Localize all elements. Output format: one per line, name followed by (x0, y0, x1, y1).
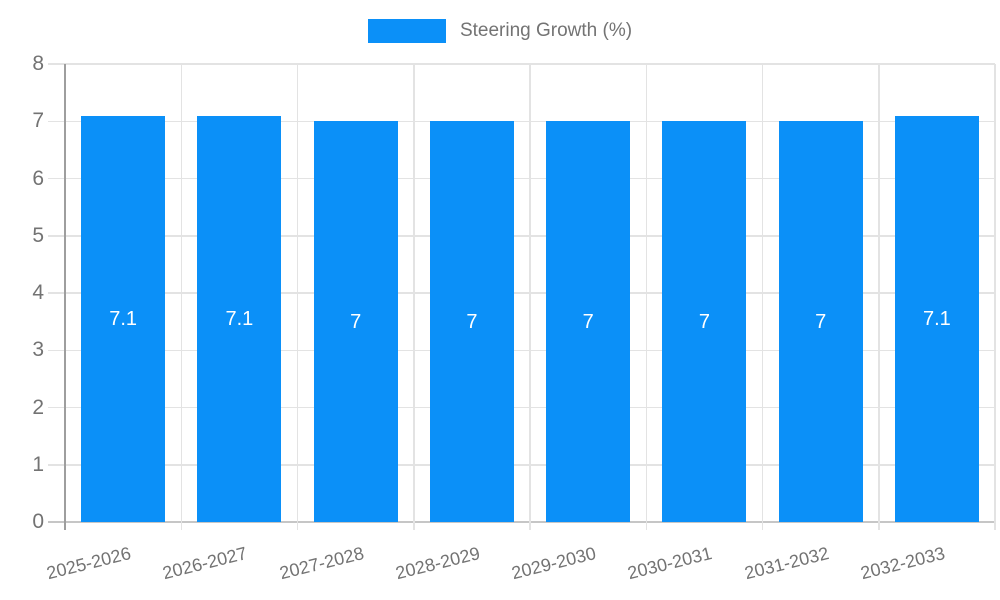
y-axis-label: 2 (32, 395, 44, 419)
x-gridline (994, 64, 996, 530)
y-gridline (48, 521, 995, 523)
bar-value-label: 7 (698, 310, 710, 333)
y-gridline (48, 177, 995, 180)
x-axis-label: 2025-2026 (44, 543, 133, 584)
bar (662, 121, 747, 522)
y-axis-label: 1 (32, 452, 44, 476)
y-gridline (48, 120, 995, 122)
bar (429, 121, 514, 522)
y-axis-label: 0 (32, 510, 44, 533)
bar-value-label: 7.1 (109, 307, 138, 330)
bar-value-label: 7 (582, 310, 594, 333)
y-gridline (48, 349, 995, 351)
x-gridline (878, 64, 880, 530)
bar (313, 121, 398, 522)
x-axis-label: 2029-2030 (509, 543, 598, 584)
x-gridline (529, 64, 531, 530)
legend-label: Steering Growth (%) (459, 20, 633, 41)
y-axis-label: 8 (32, 52, 44, 75)
chart-legend[interactable]: Steering Growth (%) (0, 18, 1000, 44)
bar-value-label: 7 (815, 310, 827, 333)
x-axis-label: 2031-2032 (742, 543, 831, 584)
bar (197, 115, 282, 522)
x-axis-label: 2026-2027 (160, 543, 250, 584)
y-gridline (48, 292, 995, 294)
y-axis-label: 5 (32, 223, 44, 247)
y-axis-line (64, 64, 66, 530)
y-axis-label: 6 (32, 166, 44, 190)
x-axis-label: 2030-2031 (625, 543, 715, 584)
x-gridline (761, 64, 764, 530)
bar-value-label: 7 (466, 310, 478, 333)
x-axis-label: 2027-2028 (277, 543, 366, 584)
x-gridline (645, 64, 647, 530)
y-gridline (48, 63, 995, 65)
bar (894, 115, 979, 522)
y-axis-label: 3 (32, 338, 44, 362)
x-axis-label: 2032-2033 (858, 543, 947, 584)
bar (778, 121, 863, 522)
bar (546, 121, 631, 522)
bar-value-label: 7.1 (225, 307, 254, 330)
x-gridline (180, 64, 182, 530)
y-axis-label: 7 (32, 109, 44, 133)
bar (81, 115, 166, 522)
y-gridline (48, 406, 995, 409)
legend-swatch (367, 19, 446, 43)
bar-value-label: 7 (350, 310, 362, 333)
x-axis-label: 2028-2029 (393, 543, 482, 584)
x-gridline (413, 64, 415, 530)
y-gridline (48, 235, 995, 237)
y-axis-label: 4 (32, 281, 44, 304)
bar-value-label: 7.1 (922, 307, 951, 330)
y-gridline (48, 464, 995, 466)
x-gridline (296, 64, 299, 530)
